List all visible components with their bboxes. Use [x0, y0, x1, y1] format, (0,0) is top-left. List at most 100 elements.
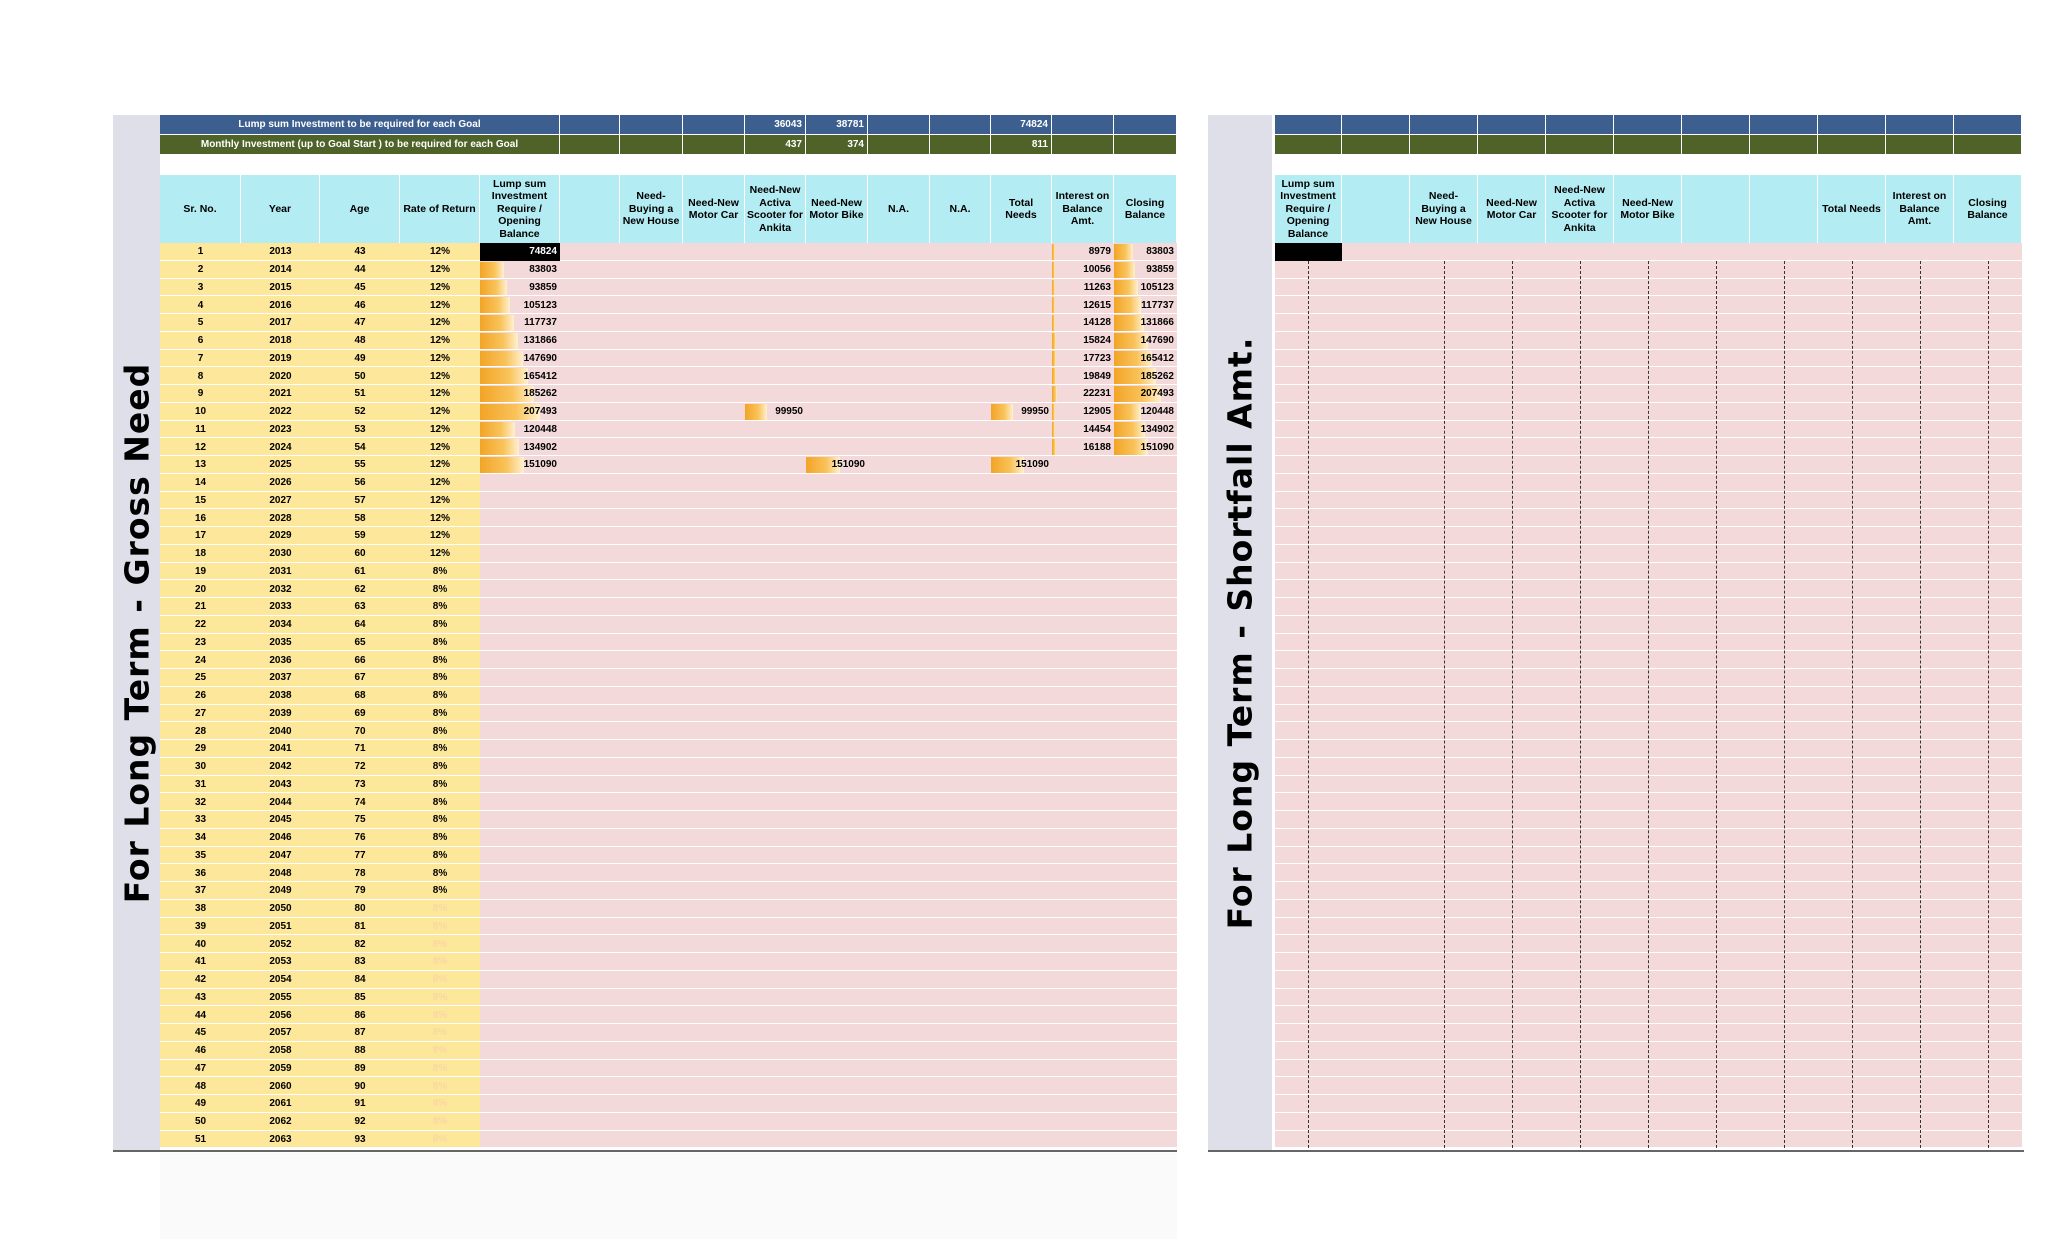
opening-balance-cell-bar — [480, 279, 508, 296]
sr-no-cell: 25 — [194, 672, 207, 684]
table-row — [160, 474, 1177, 492]
sr-no-cell: 19 — [194, 565, 207, 577]
opening-balance-cell-bar — [480, 332, 519, 349]
table-row — [160, 509, 1177, 527]
shortfall-column-guide — [1580, 260, 1581, 1149]
shortfall-column-guide — [1512, 260, 1513, 1149]
closing-balance-cell-value: 83803 — [1146, 246, 1174, 258]
year-cell: 2029 — [269, 530, 292, 542]
table-row — [160, 296, 1177, 314]
rate-cell: 12% — [429, 441, 450, 453]
table-row — [160, 563, 1177, 581]
rate-cell: 12% — [429, 530, 450, 542]
age-cell: 46 — [354, 299, 366, 311]
closing-balance-cell-bar — [1114, 439, 1149, 455]
opening-balance-cell-bar — [480, 297, 511, 313]
table-row — [160, 243, 1177, 261]
age-cell: 50 — [354, 370, 366, 382]
year-cell: 2056 — [269, 1009, 292, 1021]
hdr-house: Need-Buying a New House — [620, 175, 683, 243]
sr-no-cell: 9 — [197, 388, 204, 400]
table-row — [160, 279, 1177, 297]
closing-balance-cell: 117737 — [1114, 296, 1177, 314]
rate-cell: 12% — [429, 459, 450, 471]
r-hdr-scooter: Need-New Activa Scooter for Ankita — [1546, 175, 1614, 243]
shortfall-monthly-bar-cell — [1478, 135, 1546, 154]
closing-balance-cell-value: 131866 — [1140, 317, 1174, 329]
rate-cell: 12% — [429, 477, 450, 489]
opening-balance-cell-bar — [480, 350, 523, 367]
table-row — [160, 1060, 1177, 1078]
year-cell: 2051 — [269, 920, 292, 932]
opening-balance-cell-bar — [480, 403, 540, 420]
hdr-na-1: N.A. — [868, 175, 930, 243]
lump-sum-value: 36043 — [745, 115, 806, 134]
table-row — [160, 882, 1177, 900]
left-yellow-fill — [160, 243, 480, 1149]
interest-cell-bar — [1052, 297, 1055, 313]
shortfall-monthly-bar-cell — [1546, 135, 1614, 154]
interest-cell-bar — [1052, 261, 1055, 278]
sr-no-cell: 37 — [194, 885, 207, 897]
age-cell: 60 — [354, 548, 366, 560]
hdr-na-2: N.A. — [930, 175, 991, 243]
r-hdr-house: Need-Buying a New House — [1410, 175, 1478, 243]
rate-cell: 8% — [432, 885, 448, 897]
shortfall-monthly-bar-cell — [1818, 135, 1886, 154]
rate-cell: 12% — [429, 494, 450, 506]
rate-cell: 8% — [432, 725, 448, 737]
year-cell: 2028 — [269, 512, 292, 524]
hdr-scooter: Need-New Activa Scooter for Ankita — [745, 175, 806, 243]
shortfall-column-guide — [1988, 260, 1989, 1149]
rate-cell: 8% — [432, 920, 448, 932]
year-cell: 2015 — [269, 281, 292, 293]
age-cell: 72 — [354, 761, 366, 773]
age-cell: 47 — [354, 317, 366, 329]
sr-no-cell: 35 — [194, 849, 207, 861]
monthly-value — [560, 135, 620, 154]
table-row — [160, 1042, 1177, 1060]
closing-balance-cell-value: 165412 — [1140, 352, 1174, 364]
closing-balance-cell: 83803 — [1114, 243, 1177, 261]
rate-cell: 8% — [432, 583, 448, 595]
closing-balance-cell-bar — [1114, 297, 1141, 313]
interest-cell-bar — [1052, 403, 1055, 420]
hdr-opening-balance: Lump sum Investment Require / Opening Ba… — [480, 175, 560, 243]
interest-cell-value: 10056 — [1083, 264, 1111, 276]
closing-balance-cell-bar — [1114, 368, 1157, 384]
sr-no-cell: 6 — [197, 335, 204, 347]
closing-balance-cell: 93859 — [1114, 261, 1177, 279]
year-cell: 2062 — [269, 1116, 292, 1128]
interest-cell: 8979 — [1052, 243, 1114, 261]
closing-balance-cell: 151090 — [1114, 438, 1177, 456]
hdr-rate: Rate of Return — [400, 175, 480, 243]
interest-cell-value: 12905 — [1083, 406, 1111, 418]
sr-no-cell: 49 — [194, 1098, 207, 1110]
age-cell: 65 — [354, 636, 366, 648]
sr-no-cell: 24 — [194, 654, 207, 666]
left-title: For Long Term - Gross Need — [117, 362, 156, 904]
year-cell: 2052 — [269, 938, 292, 950]
age-cell: 74 — [354, 796, 366, 808]
rate-cell: 12% — [429, 423, 450, 435]
sr-no-cell: 8 — [197, 370, 204, 382]
age-cell: 71 — [354, 743, 366, 755]
lump-sum-value — [868, 115, 930, 134]
age-cell: 64 — [354, 619, 366, 631]
monthly-investment-label: Monthly Investment (up to Goal Start ) t… — [160, 135, 560, 154]
hdr-motor-bike: Need-New Motor Bike — [806, 175, 868, 243]
year-cell: 2025 — [269, 459, 292, 471]
year-cell: 2022 — [269, 406, 292, 418]
closing-balance-cell-bar — [1114, 332, 1148, 349]
sr-no-cell: 4 — [197, 299, 204, 311]
age-cell: 66 — [354, 654, 366, 666]
shortfall-monthly-bar-cell — [1614, 135, 1682, 154]
age-cell: 44 — [354, 264, 366, 276]
year-cell: 2053 — [269, 956, 292, 968]
year-cell: 2034 — [269, 619, 292, 631]
opening-balance-cell-value: 185262 — [523, 388, 557, 400]
shortfall-monthly-bar-cell — [1886, 135, 1954, 154]
table-row — [160, 829, 1177, 847]
year-cell: 2063 — [269, 1133, 292, 1145]
year-cell: 2027 — [269, 494, 292, 506]
